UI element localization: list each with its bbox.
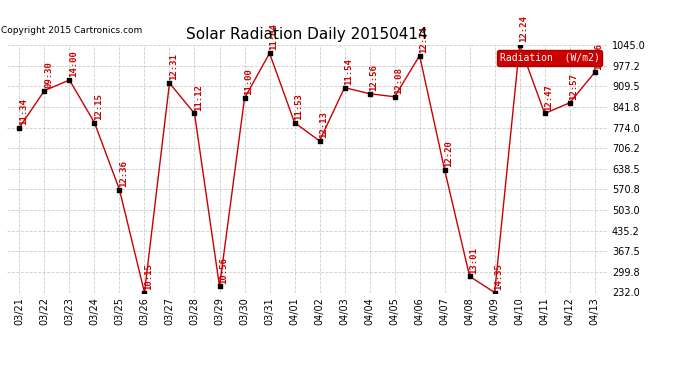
Point [339, 85, 350, 91]
Text: Copyright 2015 Cartronics.com: Copyright 2015 Cartronics.com [1, 26, 142, 35]
Point [314, 138, 325, 144]
Text: 11:53: 11:53 [294, 93, 303, 120]
Point [89, 120, 100, 126]
Text: 11:34: 11:34 [19, 98, 28, 125]
Text: 12:08: 12:08 [394, 67, 403, 94]
Text: 12:15: 12:15 [94, 93, 103, 120]
Point [289, 120, 300, 126]
Point [64, 77, 75, 83]
Point [514, 42, 525, 48]
Text: 11:12: 11:12 [194, 84, 203, 111]
Point [39, 88, 50, 94]
Point [139, 290, 150, 296]
Point [564, 100, 575, 106]
Point [589, 69, 600, 75]
Text: 13:01: 13:01 [469, 247, 478, 274]
Text: 11:54: 11:54 [344, 58, 353, 85]
Point [439, 167, 450, 173]
Text: 14:06: 14:06 [594, 43, 603, 70]
Point [114, 187, 125, 193]
Point [489, 290, 500, 296]
Text: 12:47: 12:47 [544, 84, 553, 111]
Point [389, 94, 400, 100]
Text: 12:56: 12:56 [369, 64, 378, 91]
Text: 11:00: 11:00 [244, 69, 253, 96]
Text: 12:24: 12:24 [420, 26, 428, 53]
Title: Solar Radiation Daily 20150414: Solar Radiation Daily 20150414 [186, 27, 428, 42]
Point [264, 50, 275, 56]
Point [414, 53, 425, 58]
Text: 14:35: 14:35 [494, 263, 503, 290]
Text: 14:00: 14:00 [69, 50, 78, 77]
Text: 12:57: 12:57 [569, 73, 578, 100]
Point [14, 124, 25, 130]
Text: 12:20: 12:20 [444, 140, 453, 167]
Point [464, 273, 475, 279]
Text: 12:31: 12:31 [169, 53, 178, 80]
Point [214, 284, 225, 290]
Text: 12:24: 12:24 [520, 15, 529, 42]
Text: 11:04: 11:04 [269, 24, 278, 51]
Text: 10:15: 10:15 [144, 263, 153, 290]
Text: 12:36: 12:36 [119, 160, 128, 187]
Legend: Radiation  (W/m2): Radiation (W/m2) [497, 50, 602, 66]
Point [239, 95, 250, 101]
Point [189, 111, 200, 117]
Point [539, 111, 550, 117]
Text: 12:13: 12:13 [319, 111, 328, 138]
Point [164, 80, 175, 86]
Text: 09:30: 09:30 [44, 61, 53, 88]
Point [364, 91, 375, 97]
Text: 10:56: 10:56 [219, 257, 228, 284]
